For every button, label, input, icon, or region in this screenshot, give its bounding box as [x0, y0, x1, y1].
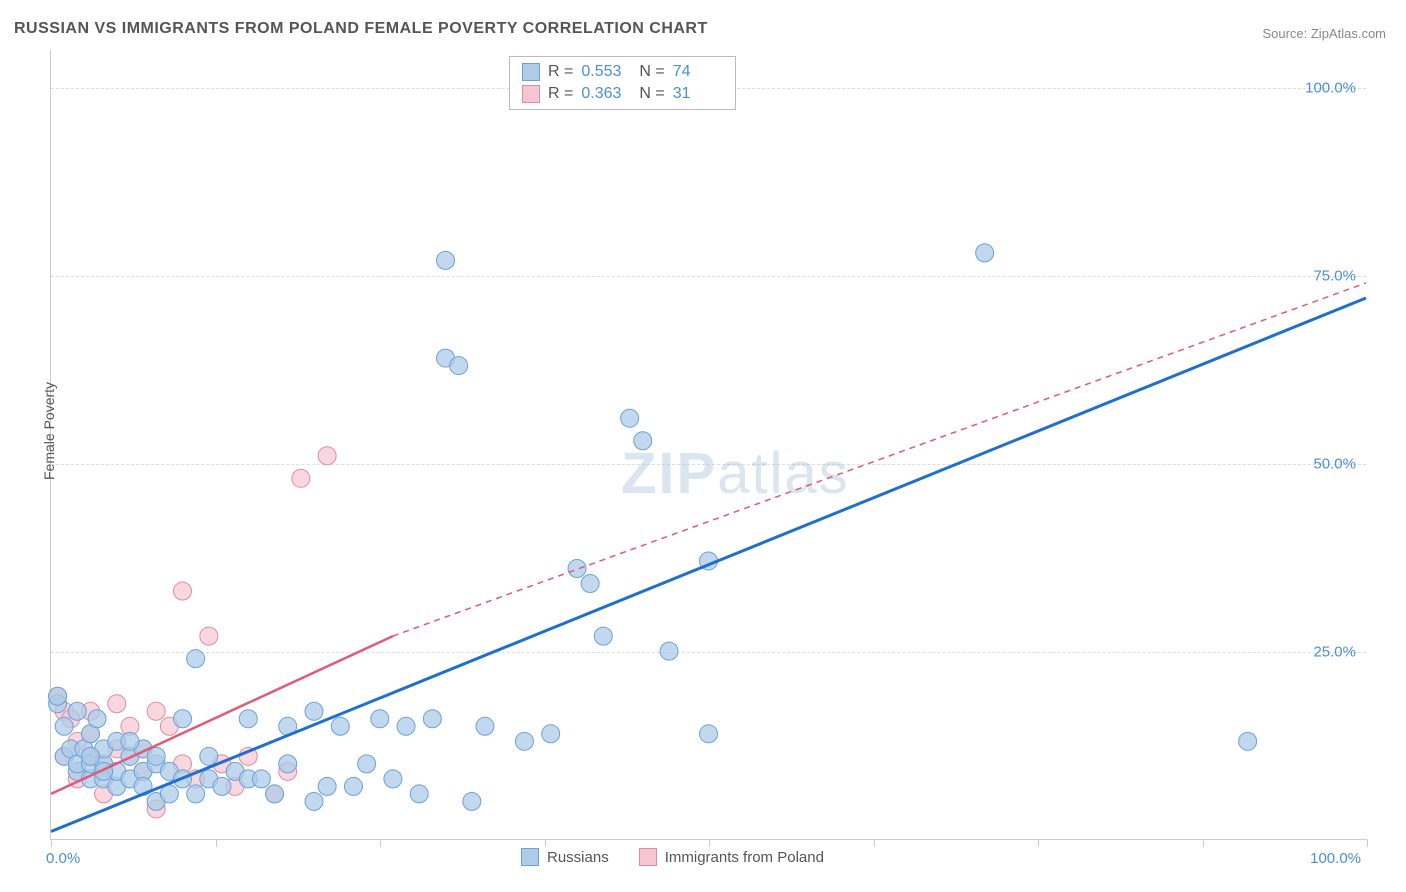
data-point: [976, 244, 994, 262]
stat-r-label: R =: [548, 85, 573, 103]
stat-n-label: N =: [639, 85, 664, 103]
data-point: [200, 627, 218, 645]
x-tick: [874, 839, 875, 847]
data-point: [463, 792, 481, 810]
stat-r-russians: 0.553: [581, 63, 631, 81]
x-tick: [1203, 839, 1204, 847]
data-point: [200, 747, 218, 765]
trend-line: [393, 283, 1366, 636]
trend-line: [51, 298, 1366, 832]
data-point: [450, 357, 468, 375]
stat-n-poland: 31: [673, 85, 723, 103]
data-point: [55, 717, 73, 735]
data-point: [305, 792, 323, 810]
data-point: [121, 732, 139, 750]
data-point: [279, 755, 297, 773]
data-point: [568, 559, 586, 577]
data-point: [384, 770, 402, 788]
stat-r-label: R =: [548, 63, 573, 81]
data-point: [213, 777, 231, 795]
x-tick: [216, 839, 217, 847]
legend-item-russians: Russians: [521, 848, 609, 866]
data-point: [187, 785, 205, 803]
data-point: [49, 687, 67, 705]
x-tick: [1367, 839, 1368, 847]
correlation-stats-box: R = 0.553 N = 74 R = 0.363 N = 31: [509, 56, 736, 110]
x-tick: [51, 839, 52, 847]
data-point: [68, 702, 86, 720]
data-point: [1239, 732, 1257, 750]
chart-area: Female Poverty 25.0%50.0%75.0%100.0% 0.0…: [50, 50, 1366, 840]
data-point: [318, 777, 336, 795]
data-point: [305, 702, 323, 720]
stat-r-poland: 0.363: [581, 85, 631, 103]
series-legend: Russians Immigrants from Poland: [521, 848, 824, 866]
legend-label-poland: Immigrants from Poland: [665, 849, 824, 866]
data-point: [371, 710, 389, 728]
legend-label-russians: Russians: [547, 849, 609, 866]
data-point: [410, 785, 428, 803]
data-point: [700, 725, 718, 743]
data-point: [174, 582, 192, 600]
legend-swatch-russians: [521, 848, 539, 866]
swatch-russians: [522, 63, 540, 81]
data-point: [621, 409, 639, 427]
x-tick: [380, 839, 381, 847]
data-point: [634, 432, 652, 450]
data-point: [476, 717, 494, 735]
data-point: [88, 710, 106, 728]
data-point: [147, 747, 165, 765]
data-point: [174, 710, 192, 728]
data-point: [292, 469, 310, 487]
data-point: [252, 770, 270, 788]
data-point: [81, 747, 99, 765]
stat-n-russians: 74: [673, 63, 723, 81]
scatter-plot: [51, 50, 1366, 839]
data-point: [331, 717, 349, 735]
data-point: [344, 777, 362, 795]
x-tick-max: 100.0%: [1310, 850, 1361, 867]
data-point: [437, 251, 455, 269]
data-point: [318, 447, 336, 465]
data-point: [187, 650, 205, 668]
data-point: [515, 732, 533, 750]
x-tick-min: 0.0%: [46, 850, 80, 867]
data-point: [239, 710, 257, 728]
chart-title: RUSSIAN VS IMMIGRANTS FROM POLAND FEMALE…: [14, 20, 708, 38]
data-point: [358, 755, 376, 773]
data-point: [108, 695, 126, 713]
legend-item-poland: Immigrants from Poland: [639, 848, 824, 866]
source-attribution: Source: ZipAtlas.com: [1262, 26, 1386, 41]
stats-row-poland: R = 0.363 N = 31: [522, 83, 723, 105]
data-point: [147, 702, 165, 720]
x-tick: [1038, 839, 1039, 847]
data-point: [397, 717, 415, 735]
data-point: [594, 627, 612, 645]
data-point: [542, 725, 560, 743]
legend-swatch-poland: [639, 848, 657, 866]
x-tick: [709, 839, 710, 847]
x-tick: [545, 839, 546, 847]
data-point: [660, 642, 678, 660]
data-point: [266, 785, 284, 803]
stats-row-russians: R = 0.553 N = 74: [522, 61, 723, 83]
data-point: [581, 575, 599, 593]
stat-n-label: N =: [639, 63, 664, 81]
data-point: [423, 710, 441, 728]
swatch-poland: [522, 85, 540, 103]
